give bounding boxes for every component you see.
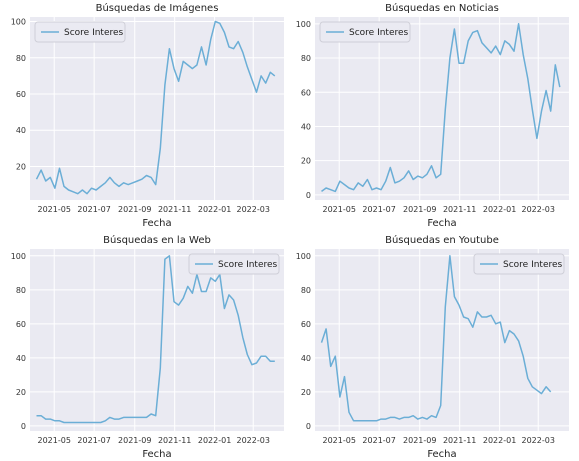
x-tick-label: 2021-11	[158, 205, 191, 214]
chart-title: Búsquedas en la Web	[103, 234, 211, 246]
x-tick-label: 2021-09	[403, 205, 436, 214]
legend-label: Score Interes	[64, 28, 124, 38]
x-tick-label: 2021-05	[38, 205, 71, 214]
y-tick-label: 40	[16, 354, 26, 363]
x-tick-label: 2022-01	[483, 436, 516, 445]
chart-panel: 0 20 40 60 80 100 2021-05 2021-07 2021-09 2021-11…	[296, 234, 569, 460]
x-tick-label: 2022-03	[237, 205, 270, 214]
y-tick-label: 20	[16, 388, 26, 397]
y-tick-label: 100	[296, 20, 311, 29]
x-tick-label: 2021-05	[323, 436, 356, 445]
x-tick-label: 2022-01	[198, 436, 231, 445]
x-axis-label: Fecha	[427, 449, 456, 460]
chart-title: Búsquedas en Youtube	[385, 234, 499, 246]
legend-label: Score Interes	[503, 260, 563, 270]
y-tick-label: 100	[11, 18, 26, 27]
y-tick-label: 40	[301, 354, 311, 363]
y-tick-label: 0	[306, 191, 311, 200]
legend-box	[319, 21, 411, 43]
series-line	[35, 20, 276, 195]
chart-panel: 20 40 60 80 100 2021-05 2021-07 2021-09 2021-11 2…	[11, 2, 284, 229]
y-tick-label: 100	[11, 252, 26, 261]
legend-box	[188, 253, 280, 275]
x-tick-label: 2021-05	[323, 205, 356, 214]
x-tick-label: 2021-09	[118, 205, 151, 214]
y-tick-label: 0	[306, 422, 311, 431]
chart-panel: 0 20 40 60 80 100 2021-05 2021-07 2021-09 2021-11…	[11, 234, 284, 460]
x-tick-label: 2021-05	[38, 436, 71, 445]
series-line	[320, 255, 552, 422]
x-axis-label: Fecha	[427, 218, 456, 229]
x-tick-label: 2021-07	[362, 205, 395, 214]
y-tick-label: 80	[16, 54, 26, 63]
x-tick-label: 2021-07	[77, 436, 110, 445]
legend-label: Score Interes	[349, 28, 409, 38]
series-line	[36, 255, 275, 424]
plot-area	[315, 249, 569, 431]
y-tick-label: 20	[301, 157, 311, 166]
y-tick-label: 20	[301, 388, 311, 397]
x-tick-label: 2021-09	[403, 436, 436, 445]
legend: Score Interes	[319, 21, 411, 43]
chart-title: Búsquedas en Noticias	[385, 2, 499, 14]
x-axis-label: Fecha	[142, 449, 171, 460]
chart-panel: 0 20 40 60 80 100 2021-05 2021-07 2021-09 2021-11…	[296, 2, 569, 229]
y-tick-label: 80	[301, 286, 311, 295]
y-tick-label: 0	[21, 422, 26, 431]
x-tick-label: 2021-09	[118, 436, 151, 445]
x-tick-label: 2022-03	[522, 205, 555, 214]
y-tick-label: 100	[296, 252, 311, 261]
y-tick-label: 80	[301, 54, 311, 63]
y-tick-label: 60	[16, 90, 26, 99]
y-tick-label: 20	[16, 162, 26, 171]
y-tick-label: 40	[301, 122, 311, 131]
series-line	[321, 23, 561, 193]
x-tick-label: 2021-11	[443, 205, 476, 214]
legend-box	[34, 21, 126, 43]
y-tick-label: 60	[301, 88, 311, 97]
x-tick-label: 2022-01	[483, 205, 516, 214]
x-tick-label: 2021-07	[77, 205, 110, 214]
plot-area	[315, 17, 569, 200]
y-tick-label: 40	[16, 126, 26, 135]
x-tick-label: 2022-03	[237, 436, 270, 445]
legend-label: Score Interes	[218, 260, 278, 270]
legend-box	[473, 253, 565, 275]
x-tick-label: 2022-01	[198, 205, 231, 214]
chart-title: Búsquedas de Imágenes	[96, 2, 219, 14]
legend: Score Interes	[34, 21, 126, 43]
y-tick-label: 80	[16, 286, 26, 295]
x-tick-label: 2021-11	[158, 436, 191, 445]
x-tick-label: 2021-11	[443, 436, 476, 445]
x-axis-label: Fecha	[142, 218, 171, 229]
y-tick-label: 60	[16, 320, 26, 329]
x-tick-label: 2021-07	[362, 436, 395, 445]
legend: Score Interes	[473, 253, 565, 275]
legend: Score Interes	[188, 253, 280, 275]
y-tick-label: 60	[301, 320, 311, 329]
x-tick-label: 2022-03	[522, 436, 555, 445]
